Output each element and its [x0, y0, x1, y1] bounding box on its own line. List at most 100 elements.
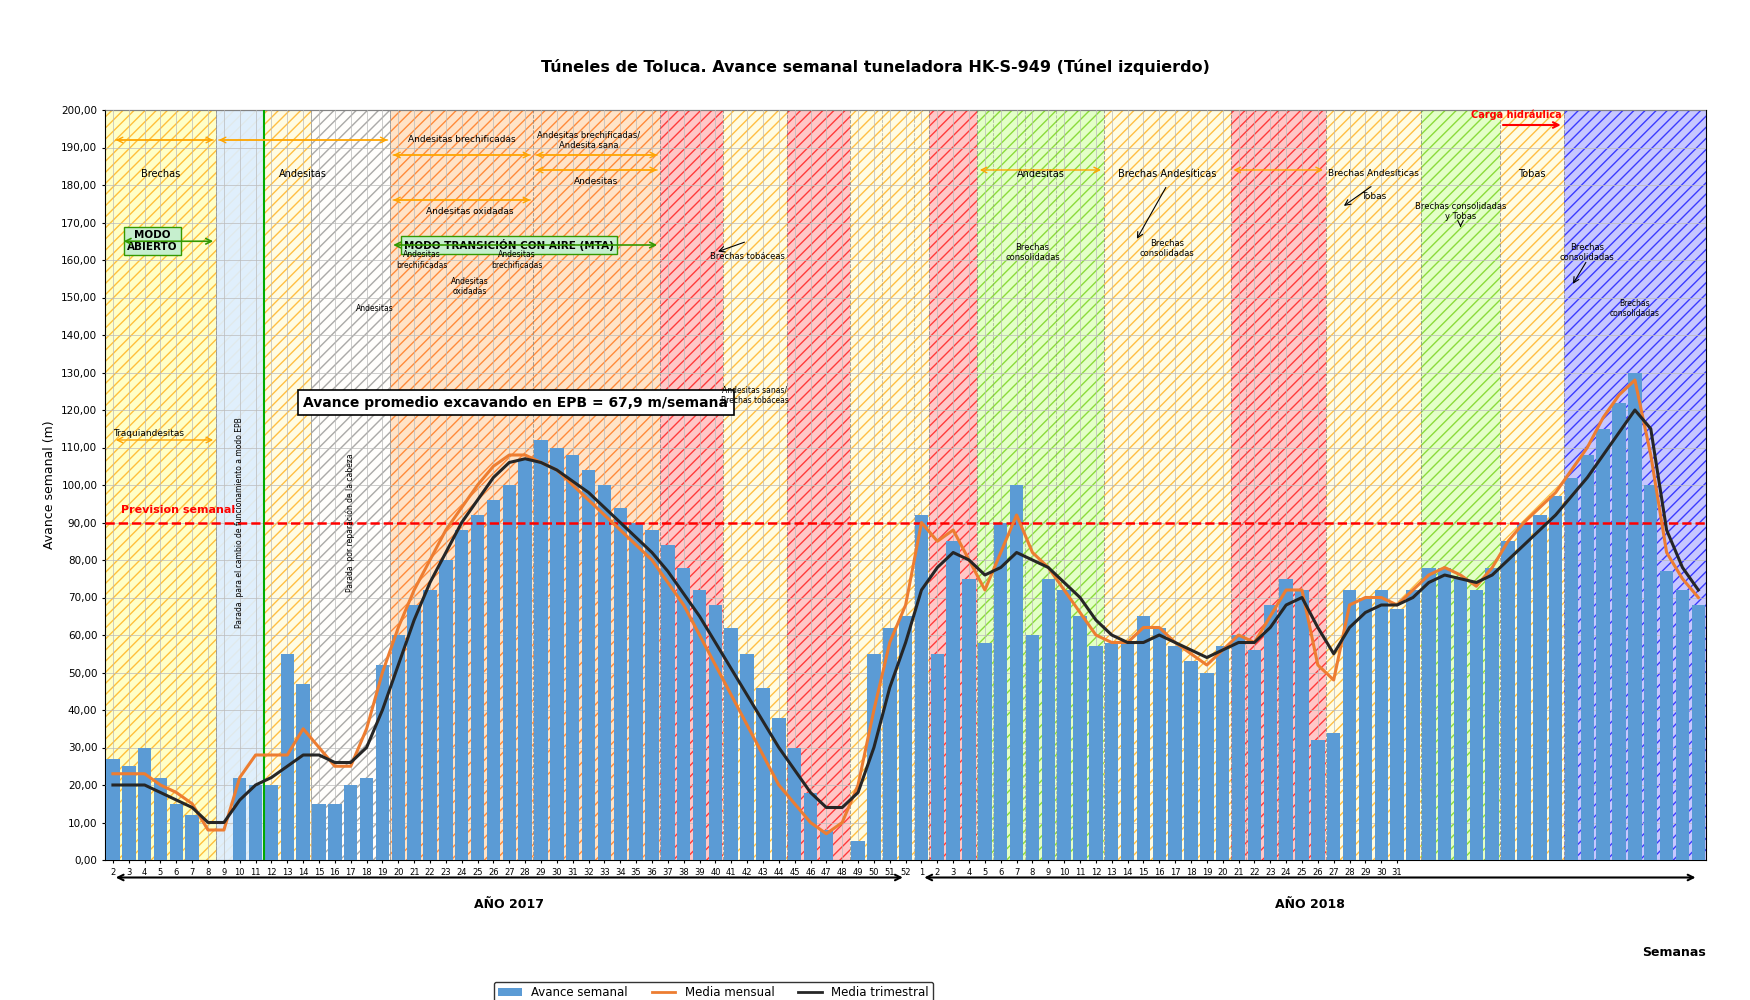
- Bar: [1580, 455, 1594, 860]
- Bar: [850, 110, 929, 860]
- Bar: [105, 110, 215, 860]
- Bar: [1232, 635, 1246, 860]
- Bar: [502, 485, 516, 860]
- Bar: [931, 654, 943, 860]
- Media trimestral: [1307, 621, 1328, 634]
- Bar: [1563, 110, 1706, 860]
- Bar: [1502, 541, 1516, 860]
- Bar: [518, 459, 532, 860]
- Bar: [264, 785, 278, 860]
- Bar: [1374, 590, 1388, 860]
- Bar: [850, 110, 929, 860]
- Text: AÑO 2018: AÑO 2018: [1276, 898, 1344, 912]
- Text: Brechas Andesíticas: Brechas Andesíticas: [1118, 169, 1216, 179]
- Text: Túneles de Toluca. Avance semanal tuneladora HK-S-949 (Túnel izquierdo): Túneles de Toluca. Avance semanal tunela…: [541, 59, 1209, 75]
- Bar: [329, 804, 341, 860]
- Text: Tobas: Tobas: [1362, 192, 1386, 201]
- Media mensual: [1069, 606, 1090, 618]
- Bar: [1358, 597, 1372, 860]
- Text: Tobas: Tobas: [1517, 169, 1545, 179]
- Media trimestral: [198, 816, 219, 828]
- Bar: [850, 841, 864, 860]
- Media mensual: [1624, 374, 1645, 386]
- Text: Andesitas brechificadas: Andesitas brechificadas: [408, 135, 516, 144]
- Bar: [788, 748, 802, 860]
- Bar: [487, 500, 500, 860]
- Text: Andesitas oxidadas: Andesitas oxidadas: [425, 207, 513, 216]
- Bar: [534, 110, 660, 860]
- Media mensual: [1228, 629, 1250, 641]
- Text: MODO TRANSICIÓN CON AIRE (MTA): MODO TRANSICIÓN CON AIRE (MTA): [404, 239, 614, 251]
- Bar: [1342, 590, 1356, 860]
- Bar: [756, 688, 770, 860]
- Media mensual: [499, 449, 520, 461]
- Bar: [963, 579, 977, 860]
- Bar: [360, 778, 373, 860]
- Bar: [819, 830, 833, 860]
- Bar: [1026, 635, 1040, 860]
- Bar: [312, 110, 390, 860]
- Bar: [312, 804, 326, 860]
- Bar: [581, 470, 595, 860]
- Bar: [929, 110, 976, 860]
- Line: Media mensual: Media mensual: [114, 380, 1698, 834]
- Bar: [408, 605, 422, 860]
- Bar: [723, 110, 788, 860]
- Bar: [1643, 485, 1657, 860]
- Text: Andesitas: Andesitas: [574, 177, 618, 186]
- Text: AÑO 2017: AÑO 2017: [474, 898, 544, 912]
- Bar: [1088, 646, 1102, 860]
- Media mensual: [816, 828, 836, 840]
- Bar: [1104, 643, 1118, 860]
- Bar: [1470, 590, 1482, 860]
- Text: Prevision semanal: Prevision semanal: [121, 505, 234, 515]
- Bar: [1564, 478, 1578, 860]
- Bar: [1421, 110, 1500, 860]
- Bar: [170, 804, 184, 860]
- Bar: [614, 508, 626, 860]
- Media trimestral: [1624, 404, 1645, 416]
- Text: Brechas consolidadas
y Tobas: Brechas consolidadas y Tobas: [1414, 202, 1507, 221]
- Media trimestral: [229, 794, 250, 806]
- Bar: [1549, 496, 1563, 860]
- Bar: [915, 515, 928, 860]
- Text: Brechas
consolidadas: Brechas consolidadas: [1610, 299, 1661, 318]
- Bar: [598, 485, 611, 860]
- Bar: [740, 654, 754, 860]
- Bar: [1563, 110, 1706, 860]
- Bar: [1104, 110, 1230, 860]
- Text: Brechas Andesíticas: Brechas Andesíticas: [1328, 169, 1419, 178]
- Bar: [788, 110, 850, 860]
- Bar: [392, 635, 404, 860]
- Bar: [1264, 605, 1278, 860]
- Bar: [977, 110, 1104, 860]
- Bar: [1390, 609, 1404, 860]
- Bar: [1230, 110, 1326, 860]
- Y-axis label: Avance semanal (m): Avance semanal (m): [42, 421, 56, 549]
- Bar: [1596, 429, 1610, 860]
- Text: Andesitas: Andesitas: [1017, 169, 1064, 179]
- Text: Parada  por reparación de la cabeza: Parada por reparación de la cabeza: [346, 453, 355, 592]
- Bar: [693, 590, 707, 860]
- Bar: [677, 568, 691, 860]
- Bar: [1517, 522, 1531, 860]
- Bar: [977, 110, 1104, 860]
- Bar: [215, 110, 264, 860]
- Text: Andesitas: Andesitas: [280, 169, 327, 179]
- Bar: [1169, 646, 1181, 860]
- Bar: [947, 541, 961, 860]
- Bar: [123, 766, 135, 860]
- Bar: [215, 110, 390, 860]
- Text: Carga hidráulica: Carga hidráulica: [1470, 109, 1561, 119]
- Bar: [1692, 605, 1704, 860]
- Bar: [1138, 616, 1150, 860]
- Bar: [248, 785, 262, 860]
- Media trimestral: [1069, 591, 1090, 603]
- Text: Avance promedio excavando en EPB = 67,9 m/semana: Avance promedio excavando en EPB = 67,9 …: [303, 395, 728, 410]
- Bar: [1010, 485, 1024, 860]
- Bar: [1661, 571, 1673, 860]
- Bar: [1279, 579, 1293, 860]
- Bar: [772, 718, 786, 860]
- Bar: [1057, 590, 1071, 860]
- Bar: [1676, 590, 1689, 860]
